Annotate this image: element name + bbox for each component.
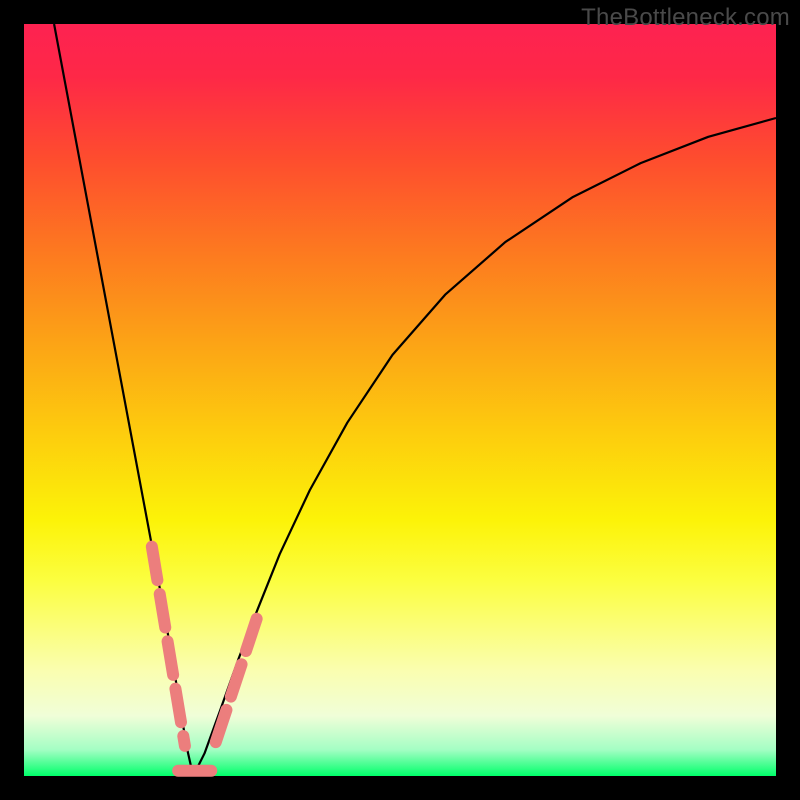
plot-background [24,24,776,776]
bottleneck-chart [0,0,800,800]
watermark-text: TheBottleneck.com [581,4,790,32]
chart-container: TheBottleneck.com [0,0,800,800]
